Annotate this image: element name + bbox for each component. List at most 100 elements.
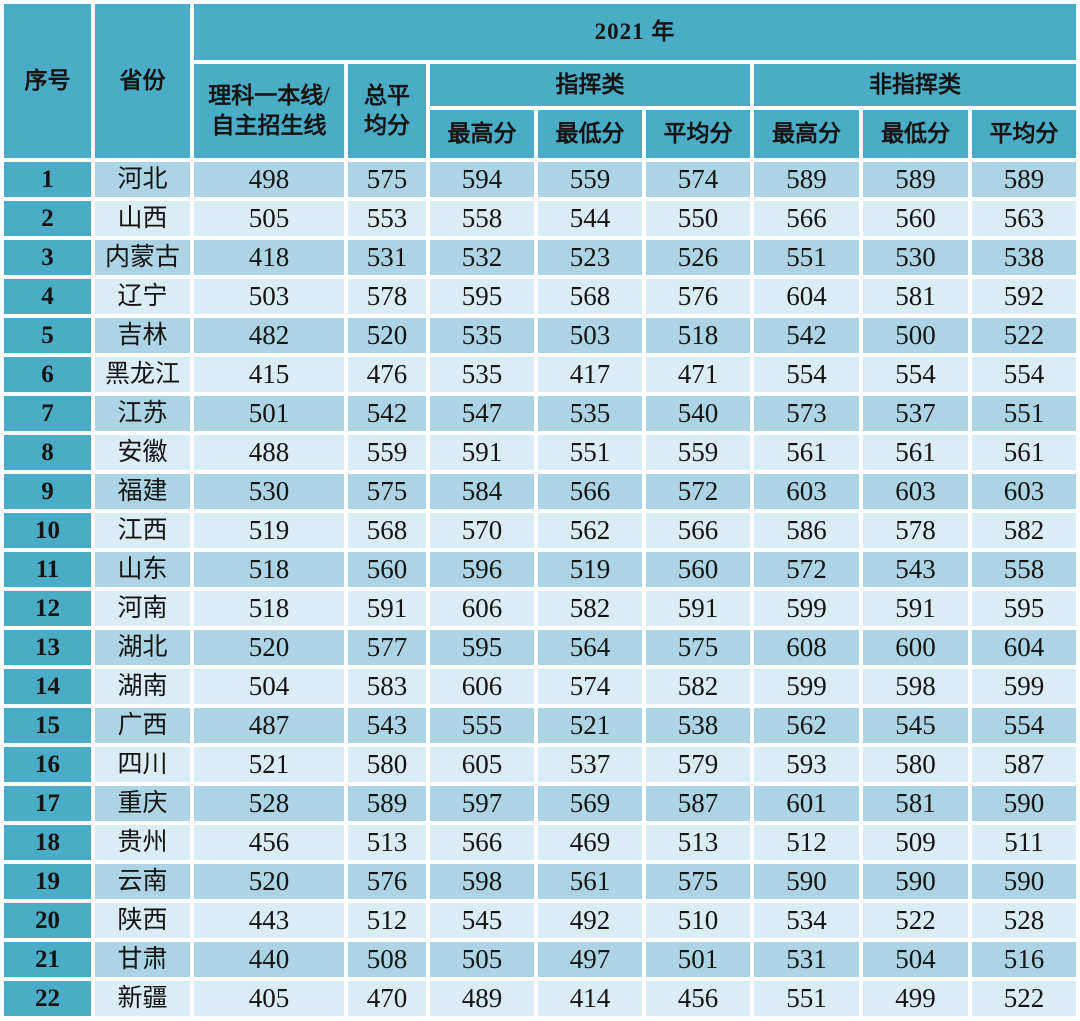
header-row-groups: 理科一本线/ 自主招生线 总平 均分 指挥类 非指挥类 bbox=[4, 64, 1076, 158]
header-total-avg: 总平 均分 bbox=[348, 64, 426, 158]
cmd-avg-cell: 576 bbox=[646, 279, 750, 314]
cmd-low-cell: 469 bbox=[538, 825, 642, 860]
cmd-high-cell: 606 bbox=[430, 669, 534, 704]
cmd-low-cell: 503 bbox=[538, 318, 642, 353]
cmd-high-cell: 606 bbox=[430, 591, 534, 626]
province-cell: 山西 bbox=[95, 201, 190, 236]
noncmd-avg-cell: 522 bbox=[972, 981, 1076, 1016]
noncmd-low-cell: 581 bbox=[863, 786, 968, 821]
province-cell: 陕西 bbox=[95, 903, 190, 938]
noncmd-avg-cell: 595 bbox=[972, 591, 1076, 626]
noncmd-high-cell: 599 bbox=[754, 591, 859, 626]
row-number-cell: 20 bbox=[4, 903, 91, 938]
header-line: 理科一本线/ 自主招生线 bbox=[194, 64, 344, 158]
province-cell: 重庆 bbox=[95, 786, 190, 821]
province-cell: 山东 bbox=[95, 552, 190, 587]
line-score-cell: 443 bbox=[194, 903, 344, 938]
header-cmd-high: 最高分 bbox=[430, 110, 534, 158]
total-avg-cell: 512 bbox=[348, 903, 426, 938]
table-row: 9 福建 530 575 584 566 572 603 603 603 bbox=[4, 474, 1076, 509]
line-score-cell: 520 bbox=[194, 864, 344, 899]
noncmd-avg-cell: 590 bbox=[972, 864, 1076, 899]
row-number-cell: 3 bbox=[4, 240, 91, 275]
header-cmd-group: 指挥类 bbox=[430, 64, 750, 106]
total-avg-cell: 553 bbox=[348, 201, 426, 236]
cmd-high-cell: 591 bbox=[430, 435, 534, 470]
line-score-cell: 456 bbox=[194, 825, 344, 860]
table-row: 7 江苏 501 542 547 535 540 573 537 551 bbox=[4, 396, 1076, 431]
cmd-avg-cell: 510 bbox=[646, 903, 750, 938]
cmd-high-cell: 594 bbox=[430, 162, 534, 197]
total-avg-cell: 589 bbox=[348, 786, 426, 821]
province-cell: 广西 bbox=[95, 708, 190, 743]
noncmd-low-cell: 561 bbox=[863, 435, 968, 470]
province-cell: 湖南 bbox=[95, 669, 190, 704]
row-number-cell: 21 bbox=[4, 942, 91, 977]
table-row: 1 河北 498 575 594 559 574 589 589 589 bbox=[4, 162, 1076, 197]
line-score-cell: 418 bbox=[194, 240, 344, 275]
cmd-high-cell: 505 bbox=[430, 942, 534, 977]
total-avg-cell: 575 bbox=[348, 474, 426, 509]
noncmd-low-cell: 600 bbox=[863, 630, 968, 665]
cmd-high-cell: 570 bbox=[430, 513, 534, 548]
cmd-avg-cell: 582 bbox=[646, 669, 750, 704]
province-cell: 新疆 bbox=[95, 981, 190, 1016]
row-number-cell: 6 bbox=[4, 357, 91, 392]
table-row: 12 河南 518 591 606 582 591 599 591 595 bbox=[4, 591, 1076, 626]
noncmd-low-cell: 504 bbox=[863, 942, 968, 977]
header-noncmd-avg: 平均分 bbox=[972, 110, 1076, 158]
total-avg-cell: 580 bbox=[348, 747, 426, 782]
cmd-avg-cell: 513 bbox=[646, 825, 750, 860]
total-avg-cell: 575 bbox=[348, 162, 426, 197]
cmd-low-cell: 582 bbox=[538, 591, 642, 626]
cmd-low-cell: 414 bbox=[538, 981, 642, 1016]
line-score-cell: 505 bbox=[194, 201, 344, 236]
cmd-avg-cell: 540 bbox=[646, 396, 750, 431]
noncmd-high-cell: 572 bbox=[754, 552, 859, 587]
cmd-high-cell: 566 bbox=[430, 825, 534, 860]
total-avg-cell: 531 bbox=[348, 240, 426, 275]
line-score-cell: 501 bbox=[194, 396, 344, 431]
total-avg-cell: 513 bbox=[348, 825, 426, 860]
total-avg-cell: 508 bbox=[348, 942, 426, 977]
table-body: 1 河北 498 575 594 559 574 589 589 589 2 山… bbox=[4, 162, 1076, 1016]
row-number-cell: 7 bbox=[4, 396, 91, 431]
noncmd-avg-cell: 522 bbox=[972, 318, 1076, 353]
cmd-avg-cell: 575 bbox=[646, 630, 750, 665]
line-score-cell: 503 bbox=[194, 279, 344, 314]
noncmd-high-cell: 562 bbox=[754, 708, 859, 743]
table-row: 21 甘肃 440 508 505 497 501 531 504 516 bbox=[4, 942, 1076, 977]
cmd-low-cell: 551 bbox=[538, 435, 642, 470]
row-number-cell: 10 bbox=[4, 513, 91, 548]
header-cmd-avg: 平均分 bbox=[646, 110, 750, 158]
total-avg-cell: 583 bbox=[348, 669, 426, 704]
line-score-cell: 530 bbox=[194, 474, 344, 509]
noncmd-avg-cell: 516 bbox=[972, 942, 1076, 977]
noncmd-low-cell: 603 bbox=[863, 474, 968, 509]
noncmd-low-cell: 500 bbox=[863, 318, 968, 353]
cmd-avg-cell: 574 bbox=[646, 162, 750, 197]
cmd-high-cell: 558 bbox=[430, 201, 534, 236]
noncmd-high-cell: 573 bbox=[754, 396, 859, 431]
total-avg-cell: 591 bbox=[348, 591, 426, 626]
total-avg-cell: 576 bbox=[348, 864, 426, 899]
noncmd-high-cell: 601 bbox=[754, 786, 859, 821]
row-number-cell: 22 bbox=[4, 981, 91, 1016]
province-cell: 黑龙江 bbox=[95, 357, 190, 392]
noncmd-avg-cell: 604 bbox=[972, 630, 1076, 665]
line-score-cell: 518 bbox=[194, 552, 344, 587]
row-number-cell: 1 bbox=[4, 162, 91, 197]
noncmd-low-cell: 554 bbox=[863, 357, 968, 392]
cmd-low-cell: 566 bbox=[538, 474, 642, 509]
line-score-cell: 487 bbox=[194, 708, 344, 743]
noncmd-avg-cell: 563 bbox=[972, 201, 1076, 236]
header-noncmd-group: 非指挥类 bbox=[754, 64, 1076, 106]
province-cell: 安徽 bbox=[95, 435, 190, 470]
province-cell: 辽宁 bbox=[95, 279, 190, 314]
cmd-high-cell: 535 bbox=[430, 357, 534, 392]
row-number-cell: 19 bbox=[4, 864, 91, 899]
line-score-cell: 488 bbox=[194, 435, 344, 470]
noncmd-high-cell: 561 bbox=[754, 435, 859, 470]
noncmd-high-cell: 566 bbox=[754, 201, 859, 236]
